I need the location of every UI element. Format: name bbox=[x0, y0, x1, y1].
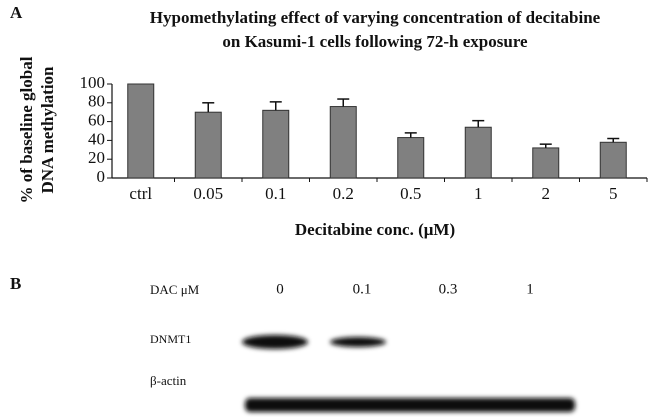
bar bbox=[532, 147, 560, 179]
lane-label: 1 bbox=[526, 281, 534, 297]
chart-title: on Kasumi-1 cells following 72-h exposur… bbox=[222, 32, 528, 51]
x-tick-label: 5 bbox=[609, 184, 618, 203]
blot-row-label: DNMT1 bbox=[150, 332, 191, 346]
y-tick-label: 60 bbox=[88, 111, 105, 130]
bar bbox=[599, 141, 627, 179]
chart-title: Hypomethylating effect of varying concen… bbox=[150, 8, 601, 27]
band bbox=[330, 337, 386, 347]
x-axis-label: Decitabine conc. (μM) bbox=[295, 220, 455, 239]
blot-header: DAC μM bbox=[150, 282, 200, 297]
panel-label: A bbox=[10, 3, 23, 22]
y-tick-label: 80 bbox=[88, 92, 105, 111]
y-tick-label: 40 bbox=[88, 129, 105, 148]
panel-label: B bbox=[10, 274, 21, 293]
y-tick-label: 20 bbox=[88, 148, 105, 167]
x-tick-label: 1 bbox=[474, 184, 483, 203]
bar bbox=[262, 109, 290, 179]
bar bbox=[127, 83, 155, 179]
x-tick-label: 0.5 bbox=[400, 184, 421, 203]
x-tick-label: ctrl bbox=[129, 184, 152, 203]
lane-label: 0.1 bbox=[353, 281, 372, 297]
x-tick-label: 0.05 bbox=[193, 184, 223, 203]
band bbox=[242, 335, 308, 349]
band bbox=[245, 398, 575, 412]
blot-row-label: β-actin bbox=[150, 373, 187, 388]
y-tick-label: 0 bbox=[97, 167, 106, 186]
bar bbox=[464, 126, 492, 179]
bar bbox=[397, 137, 425, 179]
x-tick-label: 0.2 bbox=[333, 184, 354, 203]
bar bbox=[194, 111, 222, 179]
bar bbox=[329, 106, 357, 179]
lane-label: 0.3 bbox=[439, 281, 458, 297]
y-axis-label: % of baseline global bbox=[17, 56, 36, 203]
lane-label: 0 bbox=[276, 281, 284, 297]
y-tick-label: 100 bbox=[80, 73, 106, 92]
x-tick-label: 0.1 bbox=[265, 184, 286, 203]
x-tick-label: 2 bbox=[542, 184, 551, 203]
y-axis-label: DNA methylation bbox=[38, 66, 57, 194]
blot-bands bbox=[242, 335, 575, 412]
